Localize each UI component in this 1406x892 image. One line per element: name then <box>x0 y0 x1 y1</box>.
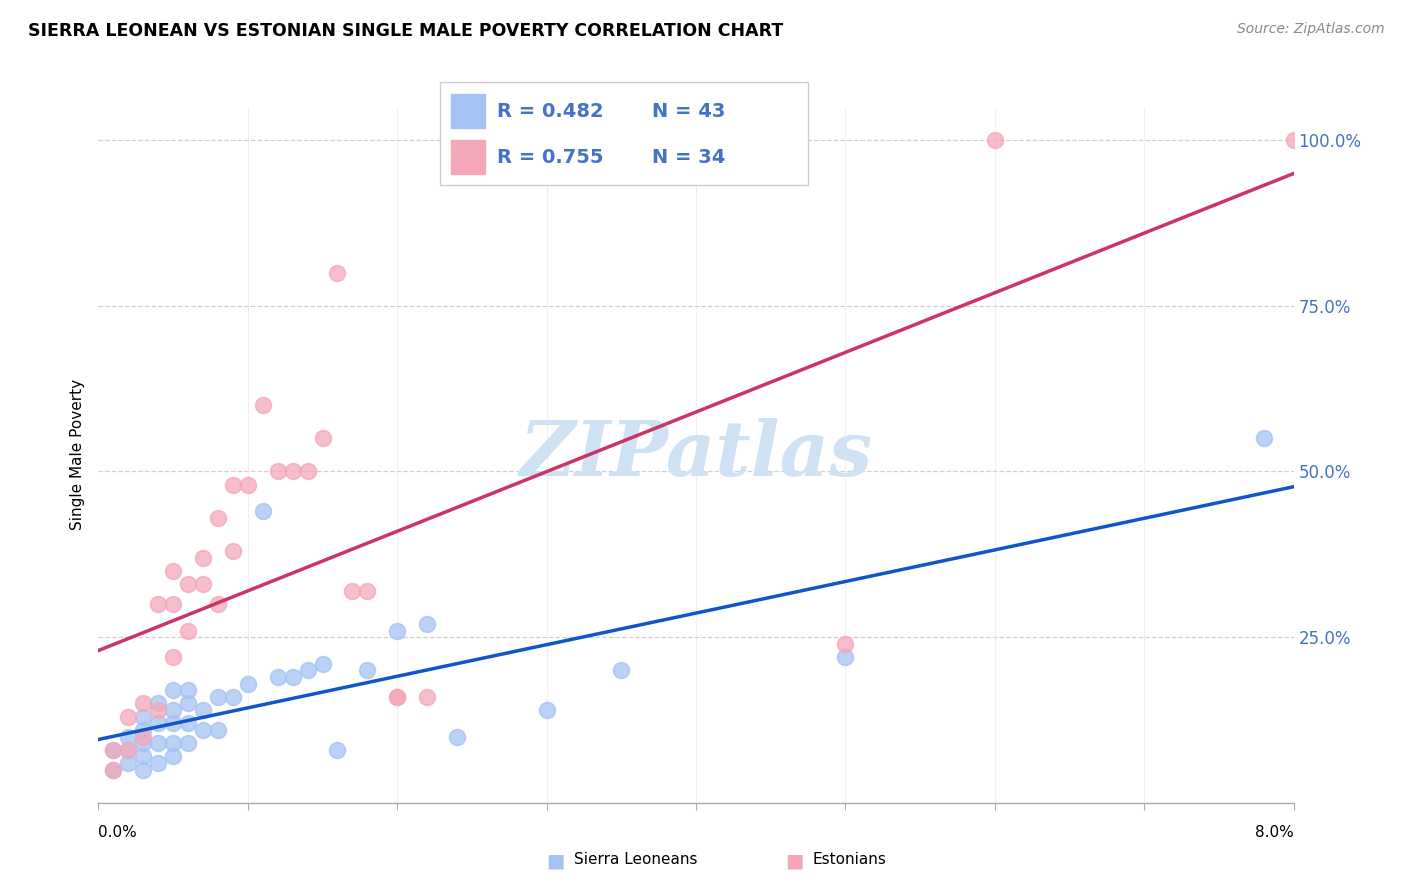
Point <box>326 266 349 280</box>
Point <box>252 504 274 518</box>
Point <box>191 703 214 717</box>
Point <box>162 650 184 665</box>
Point <box>148 736 170 750</box>
Point <box>117 730 139 744</box>
Point <box>297 663 319 677</box>
Point <box>117 743 139 757</box>
Point <box>162 564 184 578</box>
Text: 8.0%: 8.0% <box>1254 825 1294 840</box>
Point <box>132 749 155 764</box>
Point <box>103 743 125 757</box>
Point <box>236 477 259 491</box>
Point <box>103 763 125 777</box>
Point <box>222 690 245 704</box>
Text: N = 34: N = 34 <box>652 148 725 167</box>
Point <box>297 465 319 479</box>
Point <box>162 597 184 611</box>
Point <box>222 544 245 558</box>
Point <box>1253 431 1275 445</box>
Text: Estonians: Estonians <box>813 852 887 867</box>
Point <box>267 670 290 684</box>
Point <box>191 550 214 565</box>
Point <box>834 637 856 651</box>
FancyBboxPatch shape <box>440 82 808 186</box>
Point <box>103 763 125 777</box>
Point <box>132 723 155 737</box>
Point <box>385 624 409 638</box>
Y-axis label: Single Male Poverty: Single Male Poverty <box>70 379 86 531</box>
Point <box>281 465 304 479</box>
Text: ■: ■ <box>785 852 804 871</box>
Text: R = 0.755: R = 0.755 <box>496 148 603 167</box>
Point <box>148 703 170 717</box>
Point <box>326 743 349 757</box>
Point <box>132 697 155 711</box>
Point <box>191 723 214 737</box>
Point <box>311 657 333 671</box>
Text: SIERRA LEONEAN VS ESTONIAN SINGLE MALE POVERTY CORRELATION CHART: SIERRA LEONEAN VS ESTONIAN SINGLE MALE P… <box>28 22 783 40</box>
Point <box>148 597 170 611</box>
Point <box>207 511 229 525</box>
Point <box>1282 133 1305 147</box>
Point <box>177 683 200 698</box>
Text: 0.0%: 0.0% <box>98 825 138 840</box>
Point <box>252 398 274 412</box>
Point <box>162 703 184 717</box>
Point <box>162 683 184 698</box>
Point <box>356 663 378 677</box>
Text: R = 0.482: R = 0.482 <box>496 102 603 120</box>
Point <box>103 743 125 757</box>
Text: ZIPatlas: ZIPatlas <box>519 418 873 491</box>
Point <box>281 670 304 684</box>
Point <box>132 736 155 750</box>
Point <box>148 716 170 731</box>
Point <box>177 716 200 731</box>
Point <box>117 709 139 723</box>
Point <box>983 133 1005 147</box>
Point <box>191 577 214 591</box>
Point <box>177 624 200 638</box>
Point <box>148 697 170 711</box>
Point <box>207 690 229 704</box>
Point <box>385 690 409 704</box>
Point <box>207 597 229 611</box>
Point <box>162 749 184 764</box>
Text: Source: ZipAtlas.com: Source: ZipAtlas.com <box>1237 22 1385 37</box>
Point <box>356 583 378 598</box>
Point <box>117 756 139 770</box>
Point <box>416 690 439 704</box>
Point <box>177 697 200 711</box>
Point <box>267 465 290 479</box>
Point <box>177 736 200 750</box>
Point <box>148 756 170 770</box>
Point <box>162 736 184 750</box>
Point <box>385 690 409 704</box>
Point <box>610 663 633 677</box>
Point <box>222 477 245 491</box>
Text: ■: ■ <box>546 852 565 871</box>
Point <box>416 616 439 631</box>
Point <box>236 676 259 690</box>
Point <box>834 650 856 665</box>
FancyBboxPatch shape <box>451 140 485 175</box>
Point <box>446 730 468 744</box>
Point <box>177 577 200 591</box>
Point <box>132 730 155 744</box>
FancyBboxPatch shape <box>451 95 485 128</box>
Point <box>207 723 229 737</box>
Point <box>117 743 139 757</box>
Point <box>311 431 333 445</box>
Point <box>162 716 184 731</box>
Point <box>132 709 155 723</box>
Point <box>132 763 155 777</box>
Point <box>536 703 558 717</box>
Point <box>342 583 364 598</box>
Text: N = 43: N = 43 <box>652 102 725 120</box>
Text: Sierra Leoneans: Sierra Leoneans <box>574 852 697 867</box>
